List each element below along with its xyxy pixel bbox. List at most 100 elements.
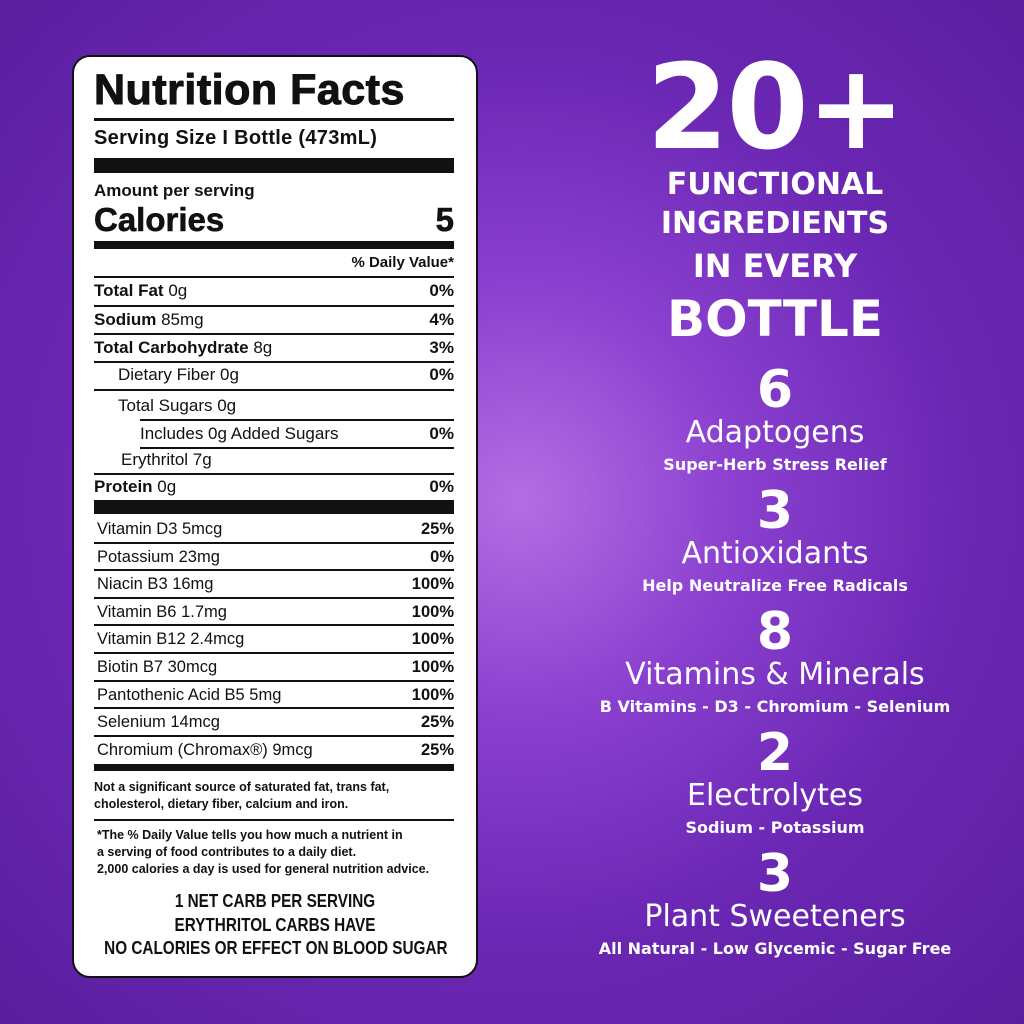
vitamin-pct: 100% [411, 685, 454, 704]
vitamin-pct: 100% [411, 602, 454, 621]
ingredient-count-headline: 20+ [646, 38, 905, 176]
vitamin-name: Pantothenic Acid B5 5mg [97, 685, 282, 704]
divider [140, 419, 454, 421]
vitamin-pct: 25% [420, 713, 454, 732]
not-significant-note: Not a significant source of saturated fa… [94, 779, 454, 813]
vitamin-name: Chromium (Chromax®) 9mcg [97, 740, 313, 759]
vitamin-name: Biotin B7 30mcg [97, 658, 218, 676]
vitamin-pct: 25% [420, 520, 454, 538]
group-description: B Vitamins - D3 - Chromium - Selenium [599, 697, 951, 716]
group-name: Antioxidants [681, 536, 869, 571]
headline-line: INGREDIENTS [660, 206, 890, 241]
headline-line: BOTTLE [667, 290, 883, 348]
vitamin-name: Vitamin B6 1.7mg [97, 602, 227, 621]
group-description: Super-Herb Stress Relief [663, 455, 887, 474]
divider [94, 541, 454, 544]
vitamin-name: Selenium 14mcg [97, 713, 220, 732]
calories-value: 5 [435, 201, 454, 238]
group-count: 3 [756, 844, 794, 904]
net-carb-line: 1 NET CARB PER SERVING [174, 891, 376, 911]
label-title: Nutrition Facts [94, 66, 405, 115]
vitamin-name: Vitamin B12 2.4mcg [97, 630, 245, 649]
nutrient-row: Total Fat 0g 0% [94, 279, 454, 301]
vitamin-pct: 25% [420, 740, 454, 759]
vitamin-pct: 100% [411, 575, 454, 594]
nutrient-name: Includes 0g Added Sugars [140, 424, 339, 443]
nutrient-amount: 8g [253, 338, 273, 357]
nutrient-pct: 0% [429, 281, 454, 300]
divider [94, 333, 454, 335]
thick-divider [94, 241, 454, 249]
group-name: Electrolytes [687, 778, 863, 813]
divider [140, 447, 454, 449]
nutrient-amount: 0g [157, 477, 177, 496]
nutrient-name: Total Carbohydrate [94, 338, 249, 357]
group-name: Plant Sweeteners [644, 899, 906, 934]
nutrient-row: Total Sugars 0g [118, 394, 454, 416]
vitamin-row: Selenium 14mcg 25% [97, 710, 454, 732]
vitamin-name: Niacin B3 16mg [97, 575, 214, 594]
nutrient-row: Erythritol 7g [121, 448, 454, 470]
divider [94, 734, 454, 737]
group-description: Sodium - Potassium [685, 818, 865, 837]
divider [94, 389, 454, 391]
daily-value-footnote: *The % Daily Value tells you how much a … [97, 827, 454, 878]
footnote-line: 2,000 calories a day is used for general… [97, 862, 430, 876]
nutrient-row: Protein 0g 0% [94, 475, 454, 497]
vitamin-name: Vitamin D3 5mcg [97, 520, 223, 538]
nutrient-pct: 4% [429, 310, 454, 329]
vitamin-row: Biotin B7 30mcg 100% [97, 655, 454, 677]
divider [94, 118, 454, 121]
thick-divider [94, 764, 454, 771]
vitamin-pct: 0% [430, 547, 454, 566]
headline-line: IN EVERY [692, 247, 858, 285]
group-count: 3 [756, 481, 794, 541]
vitamin-row: Vitamin B12 2.4mcg 100% [97, 627, 454, 649]
divider [94, 707, 454, 710]
divider [94, 596, 454, 599]
nutrient-name: Protein [94, 477, 153, 496]
divider [94, 569, 454, 572]
nutrient-pct: 3% [429, 338, 454, 357]
divider [94, 361, 454, 363]
nutrient-amount: 0g [168, 281, 188, 300]
divider [94, 305, 454, 307]
group-description: Help Neutralize Free Radicals [642, 576, 908, 595]
divider [94, 819, 454, 821]
nutrient-row: Dietary Fiber 0g 0% [118, 363, 454, 385]
thick-divider [94, 500, 454, 514]
nutrient-name: Dietary Fiber 0g [118, 365, 239, 384]
group-name: Vitamins & Minerals [625, 657, 925, 692]
footnote-line: *The % Daily Value tells you how much a … [97, 828, 403, 842]
calories-row: Calories 5 [94, 201, 455, 238]
vitamin-pct: 100% [411, 658, 454, 676]
note-line: Not a significant source of saturated fa… [94, 780, 390, 794]
vitamin-name: Potassium 23mg [97, 547, 220, 566]
nutrition-facts-label: Nutrition Facts Serving Size I Bottle (4… [72, 55, 478, 978]
vitamin-row: Vitamin D3 5mcg 25% [97, 517, 454, 539]
vitamin-row: Niacin B3 16mg 100% [97, 572, 454, 594]
nutrient-name: Total Sugars 0g [118, 396, 237, 415]
footnote-line: a serving of food contributes to a daily… [97, 845, 357, 859]
vitamin-row: Pantothenic Acid B5 5mg 100% [97, 683, 454, 705]
divider [94, 651, 454, 654]
nutrient-amount: 85mg [161, 310, 204, 329]
nutrient-pct: 0% [429, 365, 454, 384]
nutrient-pct: 0% [429, 424, 454, 443]
group-count: 2 [756, 723, 794, 783]
net-carb-line: NO CALORIES OR EFFECT ON BLOOD SUGAR [104, 938, 448, 958]
group-name: Adaptogens [685, 415, 865, 450]
vitamin-row: Chromium (Chromax®) 9mcg 25% [97, 738, 454, 760]
headline-line: FUNCTIONAL [666, 167, 884, 202]
divider [94, 624, 454, 627]
thick-divider [94, 158, 454, 173]
daily-value-header: % Daily Value* [351, 254, 454, 271]
nutrient-row: Includes 0g Added Sugars 0% [140, 422, 454, 444]
net-carb-line: ERYTHRITOL CARBS HAVE [174, 914, 376, 935]
divider [94, 473, 454, 475]
nutrient-name: Erythritol 7g [121, 450, 212, 469]
nutrient-pct: 0% [429, 477, 454, 496]
nutrient-name: Total Fat [94, 281, 164, 300]
group-count: 8 [756, 602, 794, 662]
nutrient-row: Sodium 85mg 4% [94, 308, 454, 330]
